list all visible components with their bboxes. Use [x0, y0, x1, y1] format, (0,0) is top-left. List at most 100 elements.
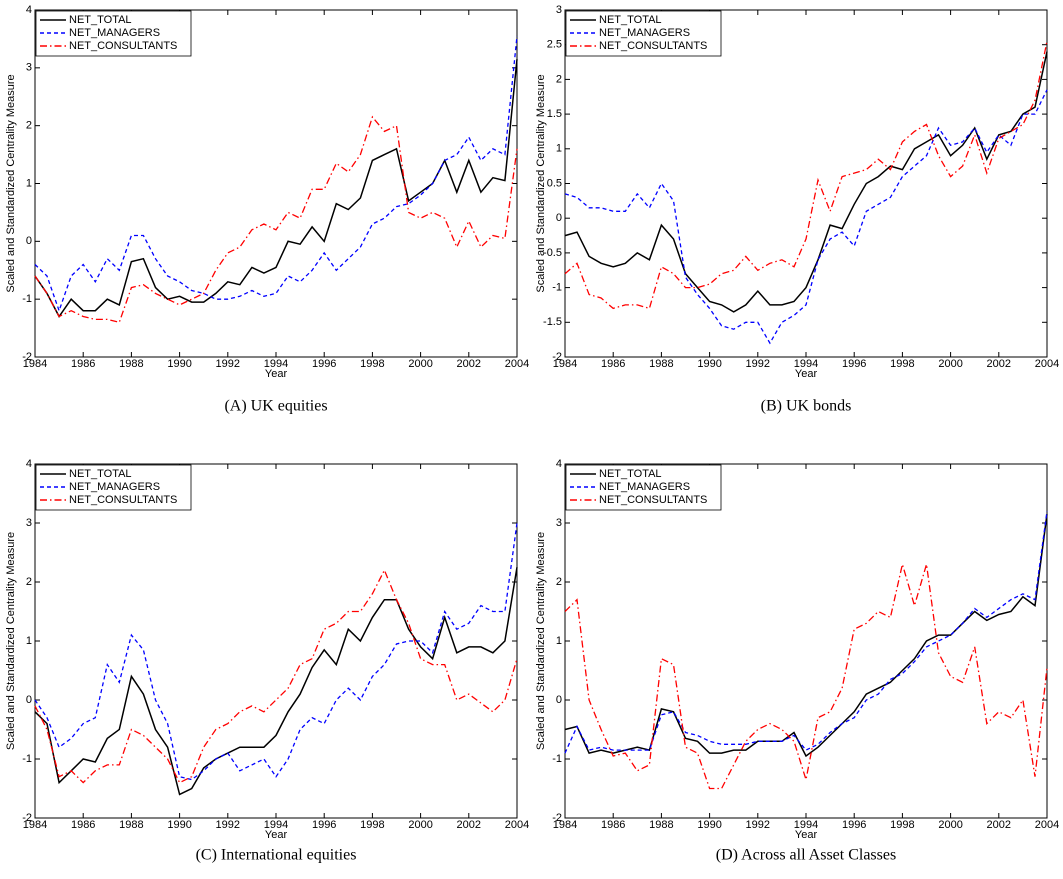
- y-tick-label: 4: [26, 4, 32, 16]
- y-tick-label: 0: [556, 212, 562, 224]
- y-tick-label: 2: [26, 120, 32, 132]
- x-tick-label: 2002: [987, 358, 1011, 370]
- y-tick-label: -1: [22, 753, 32, 765]
- x-tick-label: 1994: [794, 358, 818, 370]
- x-tick-label: 1990: [697, 819, 721, 831]
- x-tick-label: 1990: [697, 358, 721, 370]
- plot-area: [564, 463, 1048, 819]
- x-tick-label: 2004: [1035, 358, 1059, 370]
- y-tick-label: -2: [22, 812, 32, 824]
- x-tick-label: 1996: [312, 819, 336, 831]
- y-tick-label: 0: [556, 694, 562, 706]
- x-tick-label: 2000: [938, 819, 962, 831]
- legend-label: NET_MANAGERS: [69, 27, 160, 39]
- caption: (A) UK equities: [224, 398, 327, 415]
- y-tick-label: 1: [26, 177, 32, 189]
- series-line: [34, 568, 518, 784]
- y-tick-label: 3: [26, 62, 32, 74]
- x-tick-label: 1996: [842, 819, 866, 831]
- y-tick-label: 2: [26, 576, 32, 588]
- y-tick-label: -2: [552, 812, 562, 824]
- y-tick-label: 1: [556, 143, 562, 155]
- x-tick-label: 1988: [119, 819, 143, 831]
- series-line: [34, 567, 518, 796]
- y-tick-label: -1.5: [543, 316, 562, 328]
- x-tick-label: 1994: [264, 358, 288, 370]
- y-tick-label: 2: [556, 73, 562, 85]
- series-line: [34, 59, 518, 318]
- x-tick-label: 2002: [987, 819, 1011, 831]
- y-tick-label: 0: [26, 694, 32, 706]
- x-tick-label: 1998: [360, 819, 384, 831]
- x-tick-label: 1986: [71, 358, 95, 370]
- x-tick-label: 2000: [938, 358, 962, 370]
- x-tick-label: 1990: [167, 358, 191, 370]
- x-tick-label: 2004: [1035, 819, 1059, 831]
- series-line: [564, 511, 1048, 754]
- legend-label: NET_TOTAL: [69, 468, 132, 480]
- y-tick-label: 3: [26, 517, 32, 529]
- x-tick-label: 1984: [553, 819, 577, 831]
- x-tick-label: 2002: [457, 819, 481, 831]
- legend-label: NET_CONSULTANTS: [69, 494, 177, 506]
- legend-label: NET_TOTAL: [599, 468, 662, 480]
- x-tick-label: 1984: [23, 358, 47, 370]
- x-tick-label: 1988: [119, 358, 143, 370]
- x-tick-label: 1998: [890, 358, 914, 370]
- x-tick-label: 1996: [842, 358, 866, 370]
- x-tick-label: 1998: [360, 358, 384, 370]
- y-axis-label: Scaled and Standardized Centrality Measu…: [5, 74, 17, 292]
- x-tick-label: 1984: [553, 358, 577, 370]
- x-axis-label: Year: [265, 829, 288, 841]
- y-tick-label: -2: [22, 351, 32, 363]
- caption: (D) Across all Asset Classes: [716, 847, 896, 864]
- x-tick-label: 2002: [457, 358, 481, 370]
- x-tick-label: 2000: [408, 819, 432, 831]
- y-tick-label: 1: [556, 635, 562, 647]
- y-tick-label: -2: [552, 351, 562, 363]
- x-tick-label: 1986: [71, 819, 95, 831]
- series-line: [564, 89, 1048, 345]
- legend-label: NET_CONSULTANTS: [69, 40, 177, 52]
- x-tick-label: 2004: [505, 358, 529, 370]
- legend-label: NET_MANAGERS: [599, 481, 690, 493]
- series-line: [564, 51, 1048, 313]
- y-tick-label: 3: [556, 517, 562, 529]
- legend-label: NET_CONSULTANTS: [599, 494, 707, 506]
- x-tick-label: 1988: [649, 819, 673, 831]
- y-tick-label: 4: [556, 458, 562, 470]
- legend-label: NET_TOTAL: [599, 14, 662, 26]
- y-tick-label: 2.5: [547, 39, 562, 51]
- y-tick-label: 0: [26, 235, 32, 247]
- x-tick-label: 2000: [408, 358, 432, 370]
- series-line: [564, 561, 1048, 790]
- y-tick-label: 4: [26, 458, 32, 470]
- y-tick-label: 0.5: [547, 177, 562, 189]
- series-line: [34, 115, 518, 324]
- y-tick-label: 1: [26, 635, 32, 647]
- y-tick-label: -0.5: [543, 247, 562, 259]
- y-axis-label: Scaled and Standardized Centrality Measu…: [5, 532, 17, 750]
- legend-label: NET_TOTAL: [69, 14, 132, 26]
- y-tick-label: -1: [552, 282, 562, 294]
- series-line: [34, 522, 518, 781]
- legend-label: NET_MANAGERS: [599, 27, 690, 39]
- plot-area: [34, 9, 518, 358]
- legend-label: NET_CONSULTANTS: [599, 40, 707, 52]
- x-axis-label: Year: [795, 829, 818, 841]
- series-line: [564, 41, 1048, 310]
- x-tick-label: 1986: [601, 358, 625, 370]
- caption: (B) UK bonds: [761, 398, 852, 415]
- series-line: [564, 514, 1048, 758]
- y-tick-label: -1: [552, 753, 562, 765]
- x-tick-label: 1986: [601, 819, 625, 831]
- x-tick-label: 1992: [746, 358, 770, 370]
- y-axis-label: Scaled and Standardized Centrality Measu…: [535, 532, 547, 750]
- x-tick-label: 1996: [312, 358, 336, 370]
- x-axis-label: Year: [795, 368, 818, 380]
- caption: (C) International equities: [196, 847, 357, 864]
- x-tick-label: 2004: [505, 819, 529, 831]
- x-axis-label: Year: [265, 368, 288, 380]
- x-tick-label: 1992: [216, 358, 240, 370]
